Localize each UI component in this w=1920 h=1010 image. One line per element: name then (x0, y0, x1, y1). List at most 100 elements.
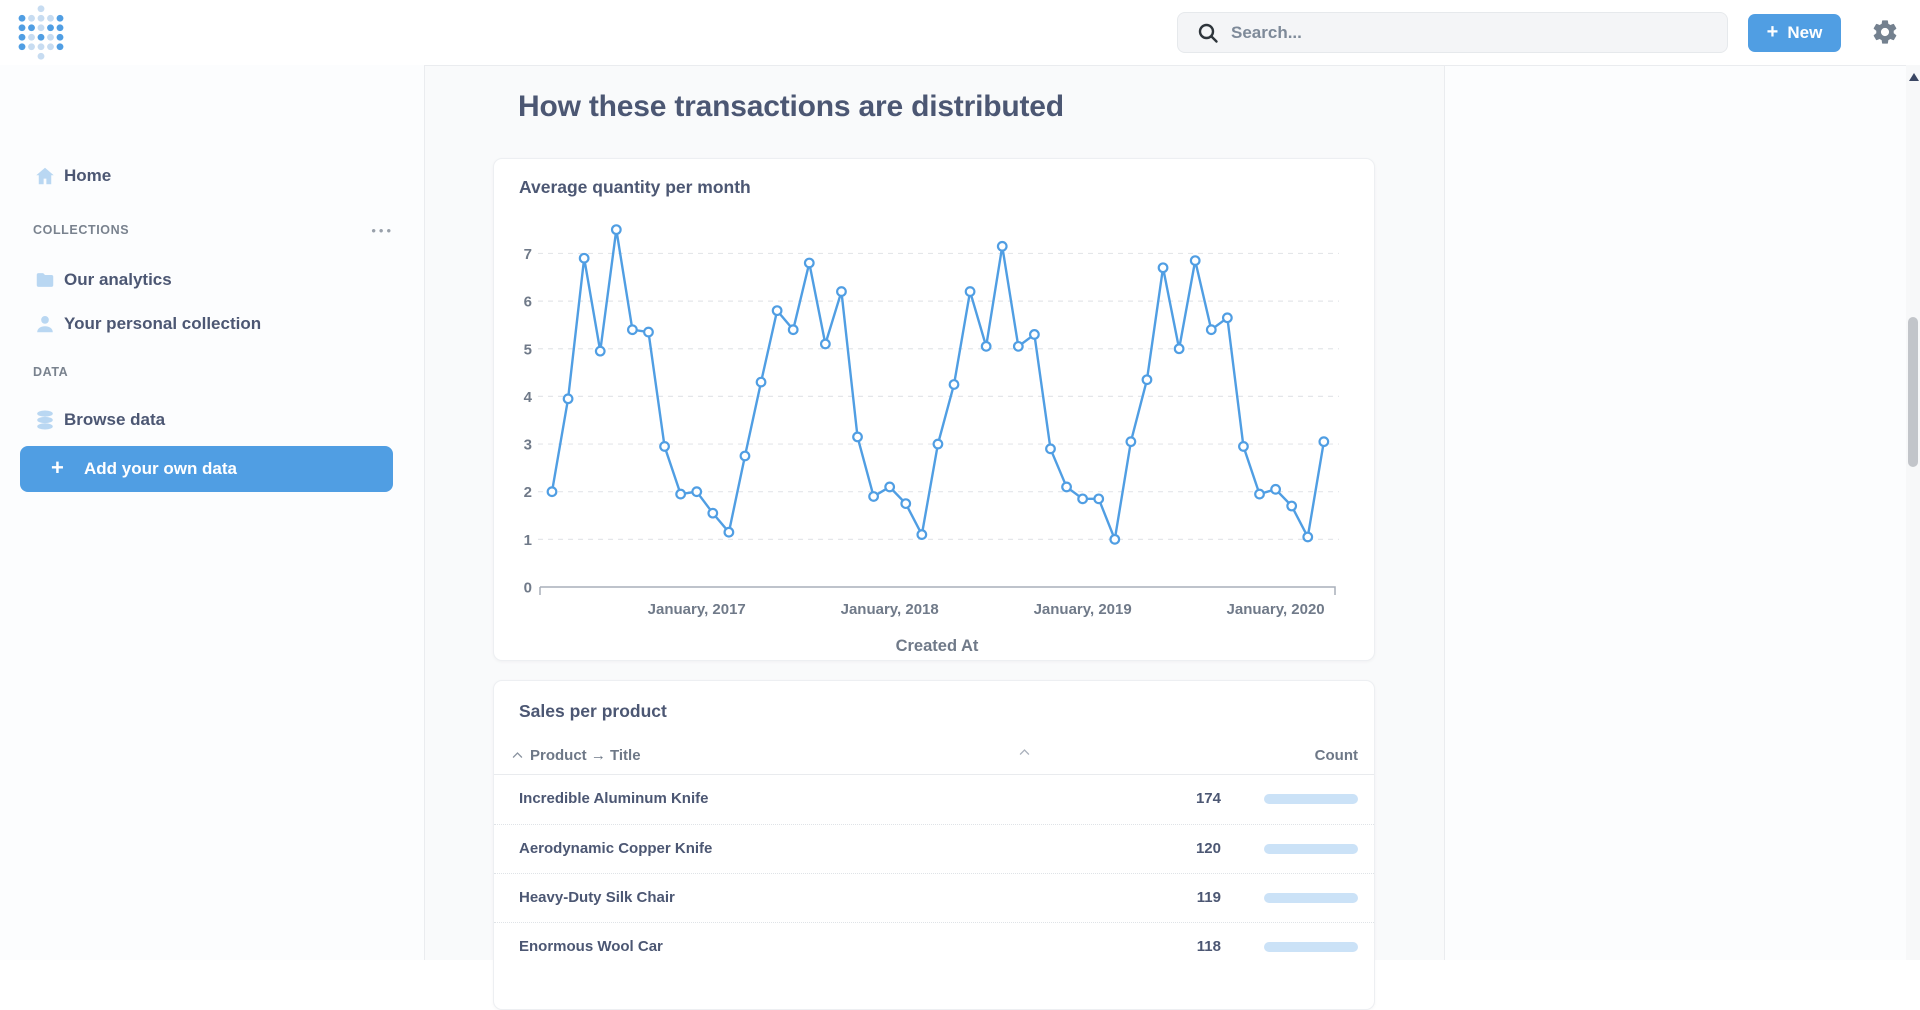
data-point[interactable] (1125, 436, 1137, 448)
count-mini-bar (1264, 844, 1358, 854)
table-body: Incredible Aluminum Knife 174 Aerodynamic … (494, 775, 1374, 971)
scrollbar-thumb[interactable] (1908, 317, 1918, 467)
plus-icon: + (1766, 21, 1779, 43)
data-point[interactable] (1254, 488, 1265, 500)
product-name[interactable]: Aerodynamic Copper Knife (519, 840, 713, 857)
metabase-logo-icon[interactable] (16, 4, 66, 61)
data-point[interactable] (1286, 500, 1298, 512)
table-row[interactable]: Enormous Wool Car 118 (494, 922, 1374, 971)
column-header-product-title[interactable]: Product → Title (530, 747, 641, 764)
data-point[interactable] (1077, 493, 1089, 505)
x-axis-line (539, 586, 1336, 595)
data-point[interactable] (739, 450, 751, 462)
collections-menu-button[interactable]: ••• (371, 222, 394, 238)
gear-icon[interactable] (1871, 18, 1899, 46)
data-point[interactable] (771, 305, 783, 317)
data-point[interactable] (1141, 374, 1153, 386)
sidebar-item-browse-data[interactable]: Browse data (0, 401, 424, 439)
new-button[interactable]: + New (1748, 14, 1841, 52)
y-axis-tick-label: 6 (524, 294, 532, 311)
sort-ascending-icon[interactable] (511, 749, 524, 767)
data-point[interactable] (707, 507, 719, 519)
data-point[interactable] (948, 379, 960, 390)
sidebar-item-home[interactable]: Home (0, 157, 424, 195)
data-point[interactable] (1302, 531, 1314, 543)
home-icon (34, 165, 56, 187)
table-row[interactable]: Heavy-Duty Silk Chair 119 (494, 873, 1374, 922)
x-axis-tick-label: January, 2018 (841, 601, 939, 618)
data-point[interactable] (1029, 329, 1040, 340)
data-point[interactable] (819, 338, 831, 350)
table-card-title[interactable]: Sales per product (519, 701, 667, 721)
sidebar-item-personal-collection[interactable]: Your personal collection (0, 305, 424, 343)
data-point[interactable] (659, 441, 670, 452)
data-point[interactable] (755, 376, 767, 388)
table-row[interactable]: Aerodynamic Copper Knife 120 (494, 824, 1374, 873)
data-point[interactable] (1221, 312, 1233, 324)
data-point[interactable] (1238, 441, 1249, 452)
data-point[interactable] (803, 257, 815, 269)
data-point[interactable] (836, 286, 847, 297)
product-name[interactable]: Incredible Aluminum Knife (519, 790, 709, 807)
data-point[interactable] (1318, 436, 1330, 448)
data-point[interactable] (980, 340, 992, 352)
data-point[interactable] (852, 431, 863, 443)
person-icon (34, 313, 56, 335)
product-name[interactable]: Enormous Wool Car (519, 938, 663, 955)
right-empty-panel (1444, 65, 1906, 960)
data-point[interactable] (1045, 443, 1056, 455)
data-point[interactable] (900, 498, 912, 510)
data-point[interactable] (964, 286, 976, 297)
scrollbar[interactable] (1906, 65, 1920, 960)
data-point[interactable] (675, 488, 687, 500)
count-value: 118 (1196, 938, 1221, 955)
count-value: 120 (1195, 840, 1221, 857)
table-card-sales-per-product[interactable]: Sales per product Product → Title Count … (493, 680, 1375, 1010)
data-point[interactable] (1173, 343, 1185, 355)
collections-section-label: COLLECTIONS (33, 223, 130, 237)
data-point[interactable] (1205, 324, 1217, 336)
sidebar: Home COLLECTIONS ••• Our analytics Your … (0, 65, 425, 960)
chart-card-average-quantity[interactable]: Average quantity per month 0 1 2 3 4 5 6 7 Janua… (493, 158, 1375, 661)
data-point[interactable] (610, 224, 622, 236)
data-point[interactable] (578, 252, 590, 264)
count-mini-bar (1264, 794, 1358, 804)
chart-card-title[interactable]: Average quantity per month (519, 177, 751, 197)
x-axis-title: Created At (896, 637, 979, 655)
search-input[interactable] (1231, 22, 1661, 43)
product-name[interactable]: Heavy-Duty Silk Chair (519, 889, 675, 906)
column-header-count[interactable]: Count (1314, 747, 1358, 764)
data-point[interactable] (562, 393, 574, 405)
data-point[interactable] (1189, 255, 1201, 266)
data-point[interactable] (884, 481, 896, 493)
data-point[interactable] (643, 326, 654, 338)
data-point[interactable] (1012, 340, 1024, 352)
data-point[interactable] (787, 324, 799, 336)
table-row[interactable]: Incredible Aluminum Knife 174 (494, 775, 1374, 824)
data-point[interactable] (723, 526, 735, 538)
data-point[interactable] (1157, 262, 1169, 274)
data-point[interactable] (996, 240, 1008, 252)
data-point[interactable] (1061, 481, 1072, 493)
data-point[interactable] (932, 438, 944, 450)
data-point[interactable] (916, 529, 928, 540)
data-point[interactable] (691, 486, 703, 498)
search-bar[interactable] (1177, 12, 1728, 53)
scroll-up-arrow-icon[interactable] (1909, 73, 1919, 81)
top-navbar: + New (0, 0, 1920, 65)
data-point[interactable] (546, 486, 558, 498)
logo-dots (18, 5, 64, 60)
add-data-label: Add your own data (84, 459, 237, 478)
data-point[interactable] (626, 324, 638, 336)
data-point[interactable] (1093, 493, 1105, 505)
count-value: 174 (1195, 790, 1221, 807)
data-point[interactable] (868, 491, 880, 502)
add-your-own-data-button[interactable]: + Add your own data (20, 446, 393, 492)
data-point[interactable] (1270, 483, 1281, 495)
sort-ascending-icon[interactable] (1018, 746, 1031, 764)
data-point[interactable] (1109, 533, 1121, 545)
count-mini-bar (1264, 942, 1358, 952)
sidebar-item-our-analytics[interactable]: Our analytics (0, 261, 424, 299)
data-point[interactable] (594, 345, 606, 357)
line-chart[interactable]: 0 1 2 3 4 5 6 7 January, 2017 January, 2018 Januar… (494, 159, 1376, 662)
